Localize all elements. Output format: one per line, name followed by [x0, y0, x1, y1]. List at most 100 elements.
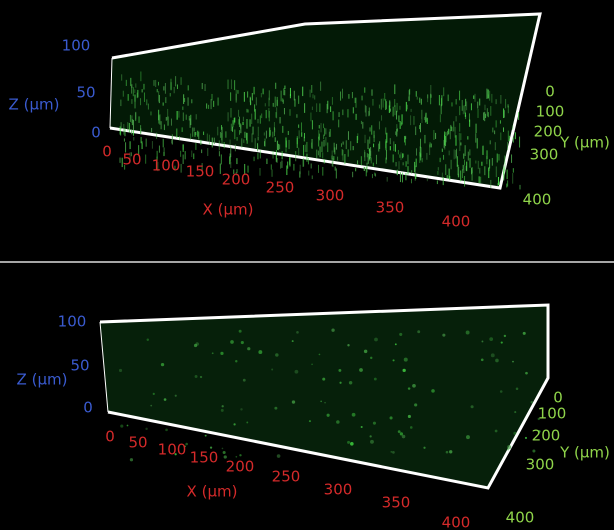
speckle	[513, 432, 516, 435]
speckle	[235, 360, 237, 362]
speckle	[247, 347, 250, 350]
speckle	[205, 435, 207, 437]
speckle	[400, 432, 403, 435]
speckle	[412, 384, 416, 388]
speckle	[150, 405, 152, 407]
speckle	[195, 375, 198, 378]
x-tick-label: 150	[190, 449, 219, 467]
speckle	[331, 329, 334, 332]
speckle	[145, 428, 147, 430]
speckle	[153, 393, 155, 395]
z-tick-label: 50	[76, 84, 95, 102]
speckle	[466, 435, 470, 439]
y-tick-label: 100	[536, 103, 565, 121]
speckle	[466, 331, 470, 335]
x-tick-label: 200	[222, 171, 251, 189]
x-tick-label: 100	[152, 157, 181, 175]
speckle	[241, 341, 244, 344]
speckle	[491, 353, 495, 357]
speckle	[399, 333, 402, 336]
speckle	[347, 441, 350, 444]
speckle	[327, 414, 330, 417]
speckle	[239, 454, 241, 456]
speckle	[164, 398, 167, 401]
speckle	[403, 369, 406, 372]
x-tick-label: 50	[122, 151, 141, 169]
speckle	[347, 344, 349, 346]
speckle	[349, 381, 352, 384]
speckle	[408, 415, 411, 418]
speckle	[240, 408, 242, 410]
speckle	[393, 359, 395, 361]
y-tick-label: 400	[523, 191, 552, 209]
speckle	[532, 450, 535, 453]
y-tick-label: 300	[526, 456, 555, 474]
y-tick-label: 400	[506, 509, 535, 527]
speckle	[471, 405, 474, 408]
speckle	[200, 376, 202, 378]
speckle	[239, 330, 242, 333]
y-tick-label: 0	[545, 83, 555, 101]
speckle	[339, 382, 341, 384]
z-axis-label: Z (µm)	[17, 371, 68, 389]
y-axis-label: Y (µm)	[559, 134, 610, 152]
speckle	[501, 342, 503, 344]
speckle	[324, 402, 326, 404]
speckle	[373, 422, 376, 425]
speckle	[361, 426, 363, 428]
x-tick-label: 150	[186, 163, 215, 181]
y-tick-label: 200	[534, 123, 563, 141]
speckle	[243, 379, 246, 382]
speckle	[516, 388, 519, 391]
speckle	[398, 430, 401, 433]
speckle	[507, 448, 509, 450]
speckle	[523, 332, 526, 335]
x-tick-label: 250	[266, 179, 295, 197]
speckle	[352, 413, 356, 417]
speckle	[525, 437, 527, 439]
speckle	[404, 358, 408, 362]
z-axis-label: Z (µm)	[9, 96, 60, 114]
speckle	[495, 430, 498, 433]
speckle	[512, 361, 514, 363]
speckle	[222, 405, 224, 407]
x-tick-label: 0	[102, 143, 112, 161]
z-tick-label: 0	[83, 399, 93, 417]
z-tick-label: 50	[70, 357, 89, 375]
speckle	[258, 350, 262, 354]
speckle	[271, 369, 273, 371]
speckle	[402, 435, 406, 439]
speckle	[395, 343, 397, 345]
speckle	[369, 435, 371, 437]
speckle	[223, 451, 226, 454]
speckle	[442, 334, 445, 337]
speckle	[127, 425, 129, 427]
speckle	[319, 354, 321, 356]
speckle	[504, 335, 506, 337]
x-tick-label: 400	[442, 213, 471, 231]
speckle	[309, 420, 311, 422]
speckle	[275, 353, 278, 356]
speckle	[449, 450, 452, 453]
speckle	[390, 416, 393, 419]
speckle	[130, 458, 133, 461]
figure: 100500Z (µm)050100150200250300350400X (µ…	[0, 0, 614, 530]
x-tick-label: 300	[316, 187, 345, 205]
speckle	[311, 363, 313, 365]
speckle	[482, 341, 484, 343]
speckle	[292, 400, 295, 403]
speckle	[220, 352, 223, 355]
x-tick-label: 50	[128, 434, 147, 452]
speckle	[359, 368, 363, 372]
x-tick-label: 0	[105, 428, 115, 446]
x-axis-label: X (µm)	[203, 201, 254, 219]
speckle	[296, 331, 299, 334]
speckle	[222, 448, 224, 450]
speckle	[392, 451, 395, 454]
speckle	[495, 359, 499, 363]
y-tick-label: 200	[532, 427, 561, 445]
speckle	[374, 378, 377, 381]
speckle	[194, 344, 197, 347]
x-tick-label: 200	[226, 458, 255, 476]
z-tick-label: 100	[58, 313, 87, 331]
